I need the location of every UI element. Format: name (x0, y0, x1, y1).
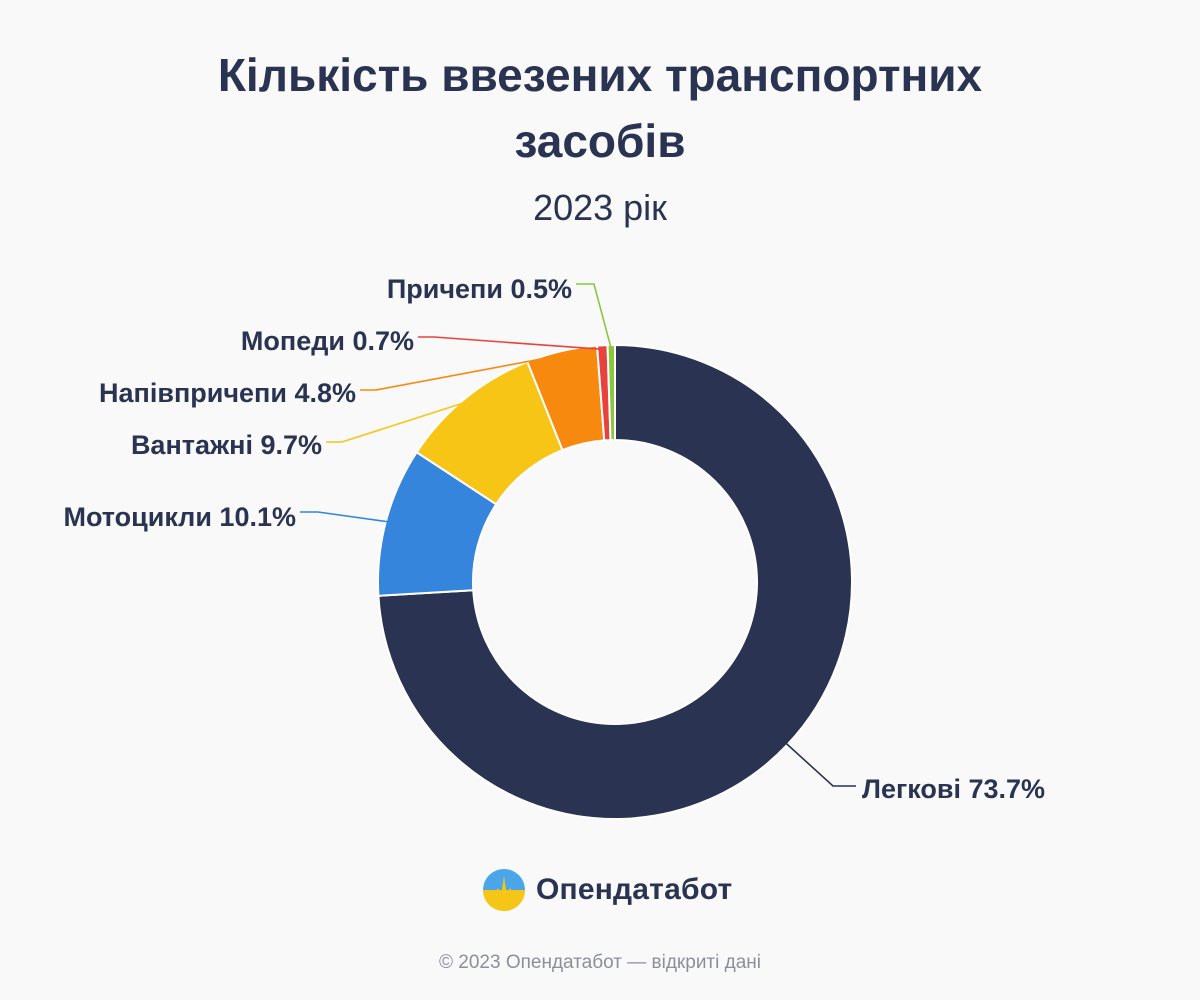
label-leader-lines (300, 283, 856, 787)
donut-slices (377, 343, 853, 820)
leader-line-5 (418, 336, 603, 351)
chart-subtitle: 2023 рік (533, 187, 667, 228)
leader-line-6 (576, 283, 613, 350)
leader-line-3 (326, 400, 468, 443)
slice-label-3: Вантажні 9.7% (131, 430, 322, 460)
slice-label-4: Напівпричепи 4.8% (99, 378, 356, 408)
slice-labels: Легкові 73.7% Мотоцикли 10.1% Вантажні 9.7… (63, 274, 1045, 804)
leader-line-2 (300, 511, 390, 523)
slice-label-1: Легкові 73.7% (862, 774, 1045, 804)
chart-title: Кількість ввезених транспортних засобів (0, 42, 1200, 174)
slice-label-2: Мотоцикли 10.1% (63, 502, 296, 532)
leader-line-4 (360, 354, 563, 391)
chart-title-line-2: засобів (514, 115, 686, 167)
chart-title-line-1: Кількість ввезених транспортних (217, 49, 983, 101)
leader-line-1 (783, 741, 856, 787)
footer-copyright: © 2023 Опендатабот — відкриті дані (439, 952, 761, 973)
slice-label-5: Мопеди 0.7% (241, 326, 414, 356)
brand-logo: Опендатабот (482, 868, 732, 912)
opendatabot-logo-icon (483, 869, 525, 911)
slice-label-6: Причепи 0.5% (387, 274, 572, 304)
brand-name: Опендатабот (536, 873, 733, 906)
donut-slice-1 (377, 344, 853, 820)
